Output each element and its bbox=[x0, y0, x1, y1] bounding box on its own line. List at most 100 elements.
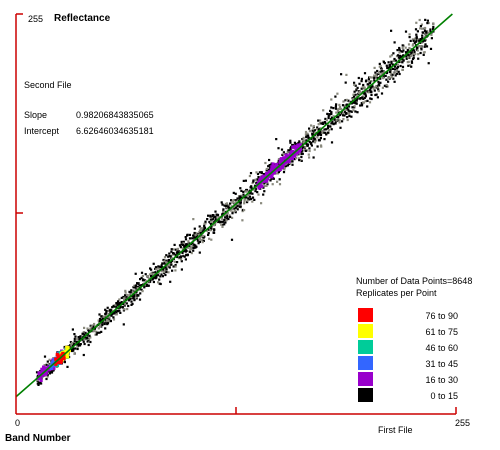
data-point bbox=[96, 331, 99, 334]
data-point bbox=[369, 88, 372, 91]
data-point bbox=[323, 138, 326, 141]
data-point bbox=[432, 22, 435, 25]
data-point bbox=[147, 275, 150, 278]
data-point bbox=[127, 299, 130, 302]
data-point bbox=[277, 147, 280, 150]
data-point bbox=[43, 355, 47, 358]
data-point bbox=[253, 198, 256, 201]
data-point bbox=[234, 211, 237, 214]
data-point bbox=[100, 315, 103, 318]
density-point bbox=[54, 362, 58, 366]
data-point bbox=[251, 192, 254, 195]
data-point bbox=[73, 337, 76, 340]
data-point bbox=[240, 189, 243, 192]
data-point bbox=[389, 63, 392, 67]
legend-label: 0 to 15 bbox=[430, 391, 458, 401]
data-point bbox=[84, 331, 87, 334]
data-point bbox=[246, 194, 250, 197]
data-point bbox=[43, 364, 46, 367]
data-point bbox=[393, 80, 396, 83]
data-point bbox=[118, 298, 121, 301]
data-point bbox=[99, 319, 102, 322]
data-point bbox=[229, 215, 232, 218]
legend-label: 16 to 30 bbox=[425, 375, 458, 385]
data-point bbox=[197, 242, 200, 245]
density-point bbox=[259, 184, 263, 188]
data-point bbox=[338, 106, 342, 109]
data-point bbox=[202, 239, 205, 242]
data-point bbox=[223, 214, 226, 217]
data-point bbox=[133, 284, 136, 287]
data-point bbox=[394, 65, 397, 68]
data-point bbox=[305, 143, 309, 146]
data-point bbox=[267, 168, 270, 171]
density-point bbox=[283, 156, 287, 160]
data-point bbox=[329, 109, 332, 112]
data-point bbox=[318, 133, 321, 136]
data-point bbox=[225, 219, 228, 222]
data-point bbox=[388, 65, 391, 68]
data-point bbox=[390, 54, 393, 57]
data-point bbox=[48, 358, 51, 361]
data-point bbox=[228, 214, 231, 217]
data-point bbox=[364, 95, 367, 98]
data-point bbox=[189, 250, 192, 253]
data-point bbox=[302, 139, 305, 142]
data-point bbox=[418, 45, 421, 48]
data-point bbox=[111, 309, 114, 312]
data-point bbox=[164, 269, 167, 272]
data-point bbox=[107, 318, 110, 321]
data-point bbox=[219, 220, 222, 223]
data-point bbox=[131, 291, 134, 294]
data-point bbox=[393, 72, 396, 75]
data-point bbox=[417, 38, 420, 41]
data-point bbox=[345, 108, 348, 111]
data-point bbox=[192, 249, 195, 252]
data-point bbox=[151, 277, 155, 280]
data-point bbox=[73, 333, 76, 336]
data-point bbox=[312, 125, 315, 128]
data-point bbox=[236, 208, 239, 211]
data-point bbox=[415, 37, 418, 40]
data-point bbox=[165, 254, 168, 257]
data-point bbox=[321, 121, 324, 124]
data-point bbox=[370, 93, 373, 96]
data-point bbox=[75, 340, 78, 343]
data-point bbox=[72, 348, 75, 351]
data-point bbox=[97, 319, 100, 322]
density-point bbox=[278, 159, 282, 163]
data-point bbox=[243, 198, 246, 201]
data-point bbox=[319, 119, 322, 122]
data-point bbox=[355, 89, 358, 92]
data-point bbox=[132, 294, 135, 297]
data-point bbox=[115, 306, 118, 309]
data-point bbox=[138, 284, 141, 287]
density-point bbox=[290, 154, 295, 158]
data-point bbox=[207, 232, 210, 235]
data-point bbox=[401, 68, 404, 71]
data-point bbox=[74, 335, 77, 338]
density-point bbox=[272, 167, 276, 171]
data-point bbox=[222, 220, 225, 223]
data-point bbox=[410, 61, 414, 64]
data-point bbox=[251, 200, 254, 203]
data-point bbox=[354, 102, 357, 105]
data-point bbox=[217, 220, 220, 224]
data-point bbox=[408, 46, 411, 50]
data-point bbox=[159, 275, 162, 278]
data-point bbox=[150, 268, 153, 271]
data-point bbox=[242, 179, 245, 182]
data-point bbox=[209, 218, 212, 221]
data-point bbox=[370, 90, 373, 93]
data-point bbox=[203, 224, 206, 227]
data-point bbox=[262, 193, 265, 196]
data-point bbox=[227, 217, 230, 221]
data-point bbox=[133, 289, 136, 292]
data-point bbox=[225, 214, 228, 217]
data-point bbox=[412, 48, 415, 51]
slope-value: 0.98206843835065 bbox=[76, 110, 154, 120]
data-point bbox=[107, 310, 110, 313]
data-point bbox=[145, 279, 148, 283]
data-point bbox=[323, 128, 326, 131]
data-point bbox=[362, 83, 365, 87]
